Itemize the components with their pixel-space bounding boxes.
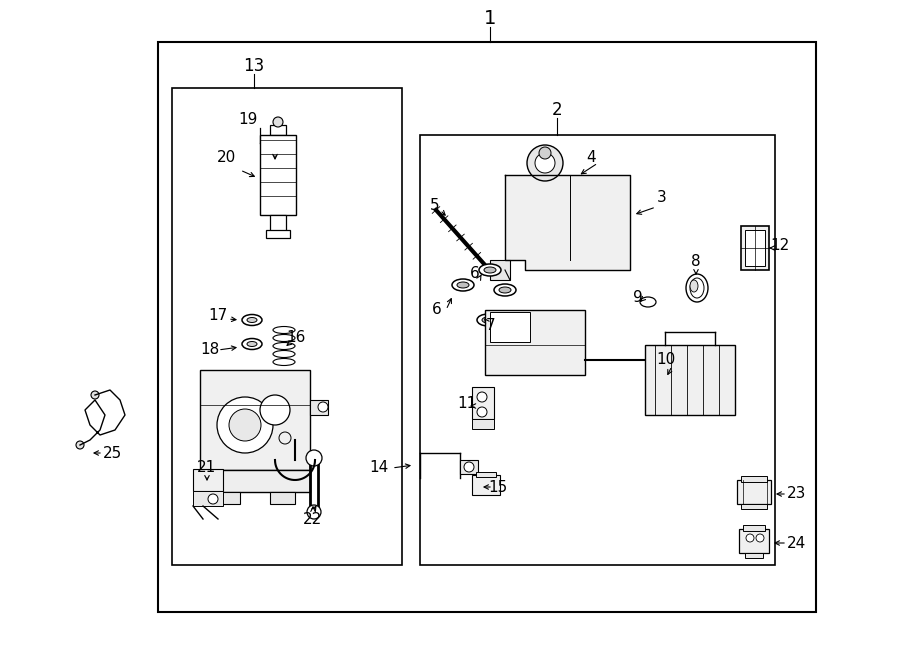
Text: 16: 16	[286, 330, 306, 346]
Text: 18: 18	[201, 342, 220, 358]
Bar	[270, 215, 286, 233]
Text: 21: 21	[197, 459, 217, 475]
Text: 23: 23	[788, 486, 806, 502]
Bar	[310, 400, 328, 415]
Bar	[741, 226, 769, 270]
Circle shape	[477, 392, 487, 402]
Bar	[743, 525, 765, 531]
Ellipse shape	[690, 280, 698, 292]
Ellipse shape	[247, 342, 257, 346]
Bar	[260, 135, 296, 215]
Circle shape	[91, 391, 99, 399]
Circle shape	[229, 409, 261, 441]
Circle shape	[217, 397, 273, 453]
Bar	[472, 419, 494, 429]
Ellipse shape	[452, 279, 474, 291]
Bar	[193, 491, 223, 506]
Ellipse shape	[482, 317, 494, 323]
Circle shape	[527, 145, 563, 181]
Text: 5: 5	[430, 198, 440, 212]
Text: 3: 3	[657, 190, 667, 206]
Text: 4: 4	[586, 151, 596, 165]
Bar	[270, 125, 286, 135]
Bar	[737, 480, 771, 504]
Bar	[460, 460, 478, 474]
Ellipse shape	[479, 264, 501, 276]
Bar	[270, 492, 295, 504]
Bar	[200, 370, 310, 470]
Bar	[472, 475, 500, 495]
Ellipse shape	[242, 315, 262, 325]
Bar	[741, 476, 767, 482]
Circle shape	[464, 462, 474, 472]
Bar	[215, 492, 240, 504]
Bar	[490, 260, 510, 280]
Ellipse shape	[499, 287, 511, 293]
Bar	[739, 529, 769, 553]
Bar	[266, 230, 290, 238]
Bar	[172, 88, 402, 565]
Ellipse shape	[640, 297, 656, 307]
Bar	[745, 230, 765, 266]
Circle shape	[76, 441, 84, 449]
Bar	[420, 135, 775, 565]
Text: 6: 6	[432, 303, 442, 317]
Ellipse shape	[690, 278, 704, 298]
Text: 17: 17	[209, 309, 228, 323]
Circle shape	[477, 407, 487, 417]
Circle shape	[535, 153, 555, 173]
Text: 12: 12	[770, 237, 789, 253]
Bar	[193, 469, 223, 491]
Text: 10: 10	[656, 352, 676, 368]
Ellipse shape	[247, 317, 257, 323]
Bar	[645, 345, 735, 415]
Ellipse shape	[242, 338, 262, 350]
Ellipse shape	[477, 314, 499, 326]
Ellipse shape	[494, 284, 516, 296]
Text: 14: 14	[369, 459, 389, 475]
Bar	[158, 42, 816, 612]
Bar	[472, 387, 494, 419]
Bar	[490, 312, 530, 342]
Text: 7: 7	[486, 317, 496, 332]
Bar	[200, 470, 310, 492]
Circle shape	[756, 534, 764, 542]
Ellipse shape	[457, 282, 469, 288]
Bar	[476, 472, 496, 477]
Text: 11: 11	[457, 395, 477, 410]
Text: 25: 25	[103, 446, 122, 461]
Ellipse shape	[484, 267, 496, 273]
Circle shape	[273, 117, 283, 127]
Text: 22: 22	[303, 512, 322, 527]
Text: 19: 19	[238, 112, 257, 128]
Text: 13: 13	[243, 57, 265, 75]
Text: 2: 2	[552, 101, 562, 119]
Circle shape	[306, 450, 322, 466]
Circle shape	[307, 505, 321, 519]
Circle shape	[208, 494, 218, 504]
Polygon shape	[505, 175, 630, 270]
Text: 1: 1	[484, 9, 496, 28]
Bar	[485, 310, 585, 375]
Text: 6: 6	[470, 266, 480, 282]
Bar	[745, 553, 763, 558]
Circle shape	[318, 402, 328, 412]
Bar	[741, 504, 767, 509]
Circle shape	[539, 147, 551, 159]
Text: 20: 20	[216, 151, 236, 165]
Circle shape	[260, 395, 290, 425]
Circle shape	[746, 534, 754, 542]
Text: 8: 8	[691, 254, 701, 270]
Text: 24: 24	[788, 535, 806, 551]
Text: 15: 15	[489, 479, 508, 494]
Ellipse shape	[686, 274, 708, 302]
Text: 9: 9	[633, 290, 643, 305]
